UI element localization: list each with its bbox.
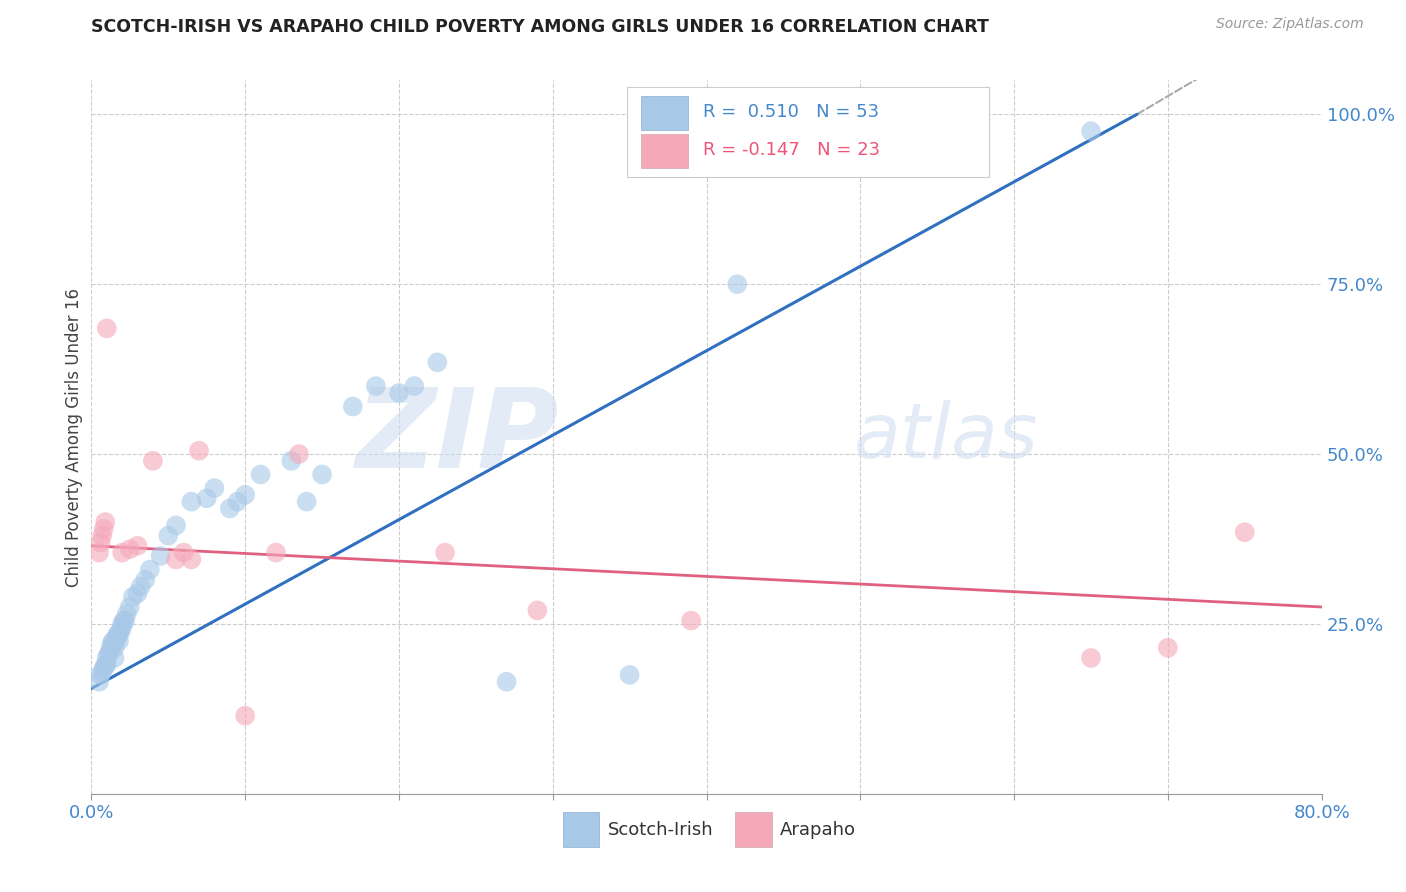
Point [404, 379, 426, 393]
Text: Scotch-Irish: Scotch-Irish [607, 821, 714, 838]
Point [111, 617, 134, 632]
Point [93, 661, 115, 675]
Point [526, 603, 548, 617]
Point [114, 614, 136, 628]
Point [280, 454, 302, 468]
Point [96, 651, 118, 665]
Point [111, 546, 134, 560]
Point [110, 624, 132, 638]
Point [180, 494, 202, 508]
Point [118, 599, 141, 614]
Text: ZIP: ZIP [356, 384, 558, 491]
Point [100, 637, 122, 651]
Point [165, 552, 187, 566]
Point [91, 665, 114, 679]
Point [103, 640, 125, 655]
Point [127, 539, 149, 553]
Point [180, 552, 202, 566]
Point [725, 277, 748, 292]
Text: Source: ZipAtlas.com: Source: ZipAtlas.com [1216, 17, 1364, 31]
Bar [641, 134, 688, 168]
Point [112, 614, 135, 628]
Text: R =  0.510   N = 53: R = 0.510 N = 53 [703, 103, 879, 121]
Point [91, 528, 114, 542]
Point [96, 657, 118, 672]
Text: SCOTCH-IRISH VS ARAPAHO CHILD POVERTY AMONG GIRLS UNDER 16 CORRELATION CHART: SCOTCH-IRISH VS ARAPAHO CHILD POVERTY AM… [91, 18, 990, 36]
Point [434, 546, 457, 560]
Point [342, 400, 364, 414]
Point [87, 674, 110, 689]
Text: atlas: atlas [853, 401, 1039, 474]
Point [105, 634, 127, 648]
Point [129, 580, 152, 594]
Point [619, 668, 641, 682]
Point [1157, 640, 1180, 655]
Point [90, 535, 112, 549]
Point [173, 546, 195, 560]
Point [108, 627, 131, 641]
Point [127, 586, 149, 600]
Text: Arapaho: Arapaho [780, 821, 856, 838]
Point [100, 640, 122, 655]
Point [233, 488, 256, 502]
Point [94, 657, 117, 672]
Point [97, 648, 120, 662]
FancyBboxPatch shape [627, 87, 990, 177]
Point [1233, 525, 1256, 540]
Y-axis label: Child Poverty Among Girls Under 16: Child Poverty Among Girls Under 16 [65, 287, 83, 587]
Point [108, 634, 131, 648]
Point [681, 614, 703, 628]
Point [233, 708, 256, 723]
Bar [562, 812, 599, 847]
Point [249, 467, 271, 482]
Point [311, 467, 333, 482]
Point [96, 321, 118, 335]
Point [111, 620, 134, 634]
Point [105, 631, 127, 645]
Text: R = -0.147   N = 23: R = -0.147 N = 23 [703, 141, 880, 159]
Point [149, 549, 172, 563]
Point [165, 518, 187, 533]
Point [122, 590, 145, 604]
Point [101, 634, 124, 648]
Point [134, 573, 156, 587]
Point [218, 501, 240, 516]
Point [388, 385, 411, 400]
Point [264, 546, 287, 560]
Point [142, 454, 165, 468]
Point [195, 491, 218, 506]
Point [118, 542, 141, 557]
Point [115, 607, 138, 621]
Point [288, 447, 311, 461]
Point [93, 522, 115, 536]
Point [1080, 124, 1102, 138]
Point [1080, 651, 1102, 665]
Point [226, 494, 249, 508]
Point [495, 674, 517, 689]
Point [202, 481, 225, 495]
Point [295, 494, 318, 508]
Bar [641, 96, 688, 130]
Point [426, 355, 449, 369]
Bar [735, 812, 772, 847]
Point [87, 546, 110, 560]
Point [188, 443, 211, 458]
Point [157, 528, 180, 542]
Point [94, 515, 117, 529]
Point [139, 563, 162, 577]
Point [103, 651, 125, 665]
Point [98, 644, 121, 658]
Point [90, 668, 112, 682]
Point [364, 379, 387, 393]
Point [107, 627, 129, 641]
